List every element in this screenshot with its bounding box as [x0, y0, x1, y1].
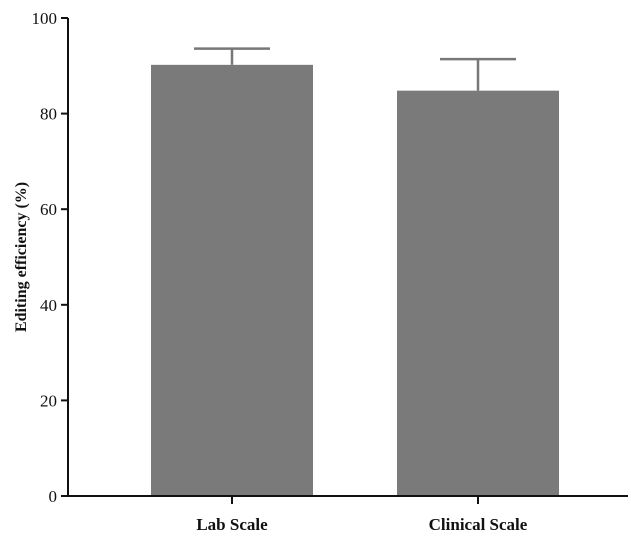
- x-ticks-layer: Lab Scale Clinical Scale: [196, 496, 528, 534]
- bar-clinical-scale: [397, 90, 559, 496]
- y-tick-label: 60: [40, 200, 57, 219]
- x-tick-label-lab-scale: Lab Scale: [196, 515, 268, 534]
- error-bars-layer: [194, 47, 516, 91]
- bars-layer: [151, 64, 559, 497]
- y-axis-title: Editing efficiency (%): [13, 182, 30, 332]
- x-tick-label-clinical-scale: Clinical Scale: [429, 515, 528, 534]
- y-tick-label: 40: [40, 296, 57, 315]
- y-tick-label: 80: [40, 105, 57, 124]
- y-ticks-layer: 0 20 40 60 80 100: [32, 9, 68, 506]
- bar-lab-scale: [151, 64, 313, 497]
- y-tick-label: 20: [40, 391, 57, 410]
- y-tick-label: 0: [49, 487, 58, 506]
- axes-layer: [67, 18, 628, 497]
- y-tick-label: 100: [32, 9, 58, 28]
